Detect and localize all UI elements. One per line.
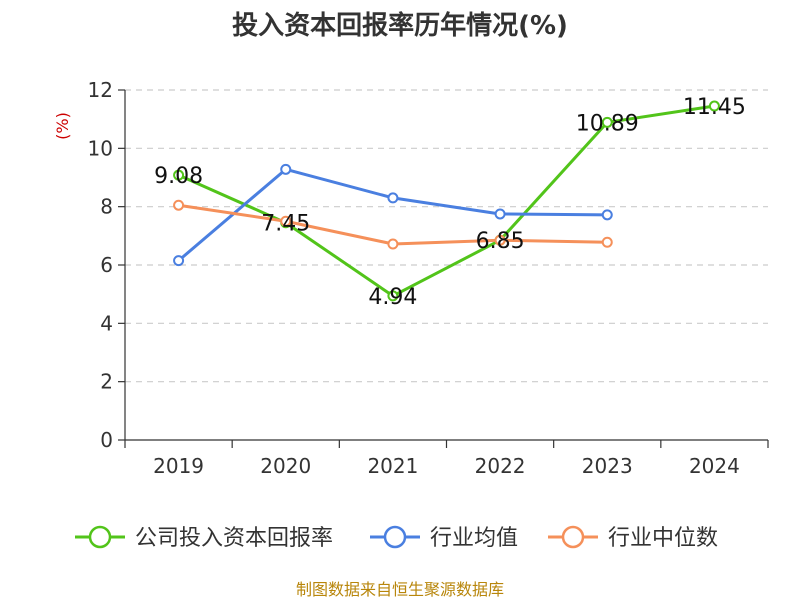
x-tick-label: 2023 [582,454,633,478]
data-point[interactable] [173,169,185,181]
series-line-2 [178,203,608,246]
x-tick-label: 2021 [367,454,418,478]
data-point[interactable] [280,163,292,175]
y-tick-label: 8 [100,195,113,219]
y-tick-label: 12 [88,78,113,102]
legend-label: 行业中位数 [608,526,718,551]
legend-item[interactable]: 公司投入资本回报率 [75,525,333,551]
data-point[interactable] [601,236,613,248]
data-point[interactable] [708,100,720,112]
data-label: 9.08 [154,164,203,189]
chart-title: 投入资本回报率历年情况(%) [232,10,568,41]
y-tick-label: 6 [100,253,113,277]
data-point[interactable] [601,116,613,128]
legend-item[interactable]: 行业中位数 [548,525,718,551]
legend[interactable]: 公司投入资本回报率 行业均值 行业中位数 [75,525,718,551]
series-line-0 [177,104,715,298]
data-point[interactable] [494,234,506,246]
data-point[interactable] [494,208,506,220]
data-point[interactable] [387,192,399,204]
data-label: 11.45 [683,95,746,120]
x-tick-label: 2022 [475,454,526,478]
data-labels: 9.08 7.45 4.94 6.85 10.89 11.45 [154,95,746,310]
data-label: 7.45 [261,212,310,237]
x-tick-label: 2024 [689,454,740,478]
legend-label: 公司投入资本回报率 [135,526,333,551]
data-point[interactable] [601,209,613,221]
legend-marker [561,525,585,549]
data-label: 4.94 [368,285,417,310]
legend-item[interactable]: 行业均值 [370,525,518,551]
legend-label: 行业均值 [430,526,518,551]
axes: 0 2 4 6 8 10 12 2019 2020 2021 2022 2023 2024 [88,78,769,478]
legend-marker [383,525,407,549]
data-label: 10.89 [576,111,639,136]
data-label: 6.85 [476,229,525,254]
y-tick-label: 2 [100,370,113,394]
source-note: 制图数据来自恒生聚源数据库 [296,580,504,599]
y-axis-unit: (%) [53,112,72,140]
series-layer [173,100,720,302]
x-tick-label: 2019 [153,454,204,478]
data-point[interactable] [173,199,185,211]
data-point[interactable] [387,238,399,250]
x-tick-label: 2020 [260,454,311,478]
y-tick-label: 4 [100,311,113,335]
data-point[interactable] [387,290,399,302]
gridlines [125,89,768,383]
y-tick-label: 0 [100,428,113,452]
y-tick-label: 10 [88,136,113,160]
legend-marker [88,525,112,549]
data-point[interactable] [173,255,185,267]
data-point[interactable] [280,215,292,227]
